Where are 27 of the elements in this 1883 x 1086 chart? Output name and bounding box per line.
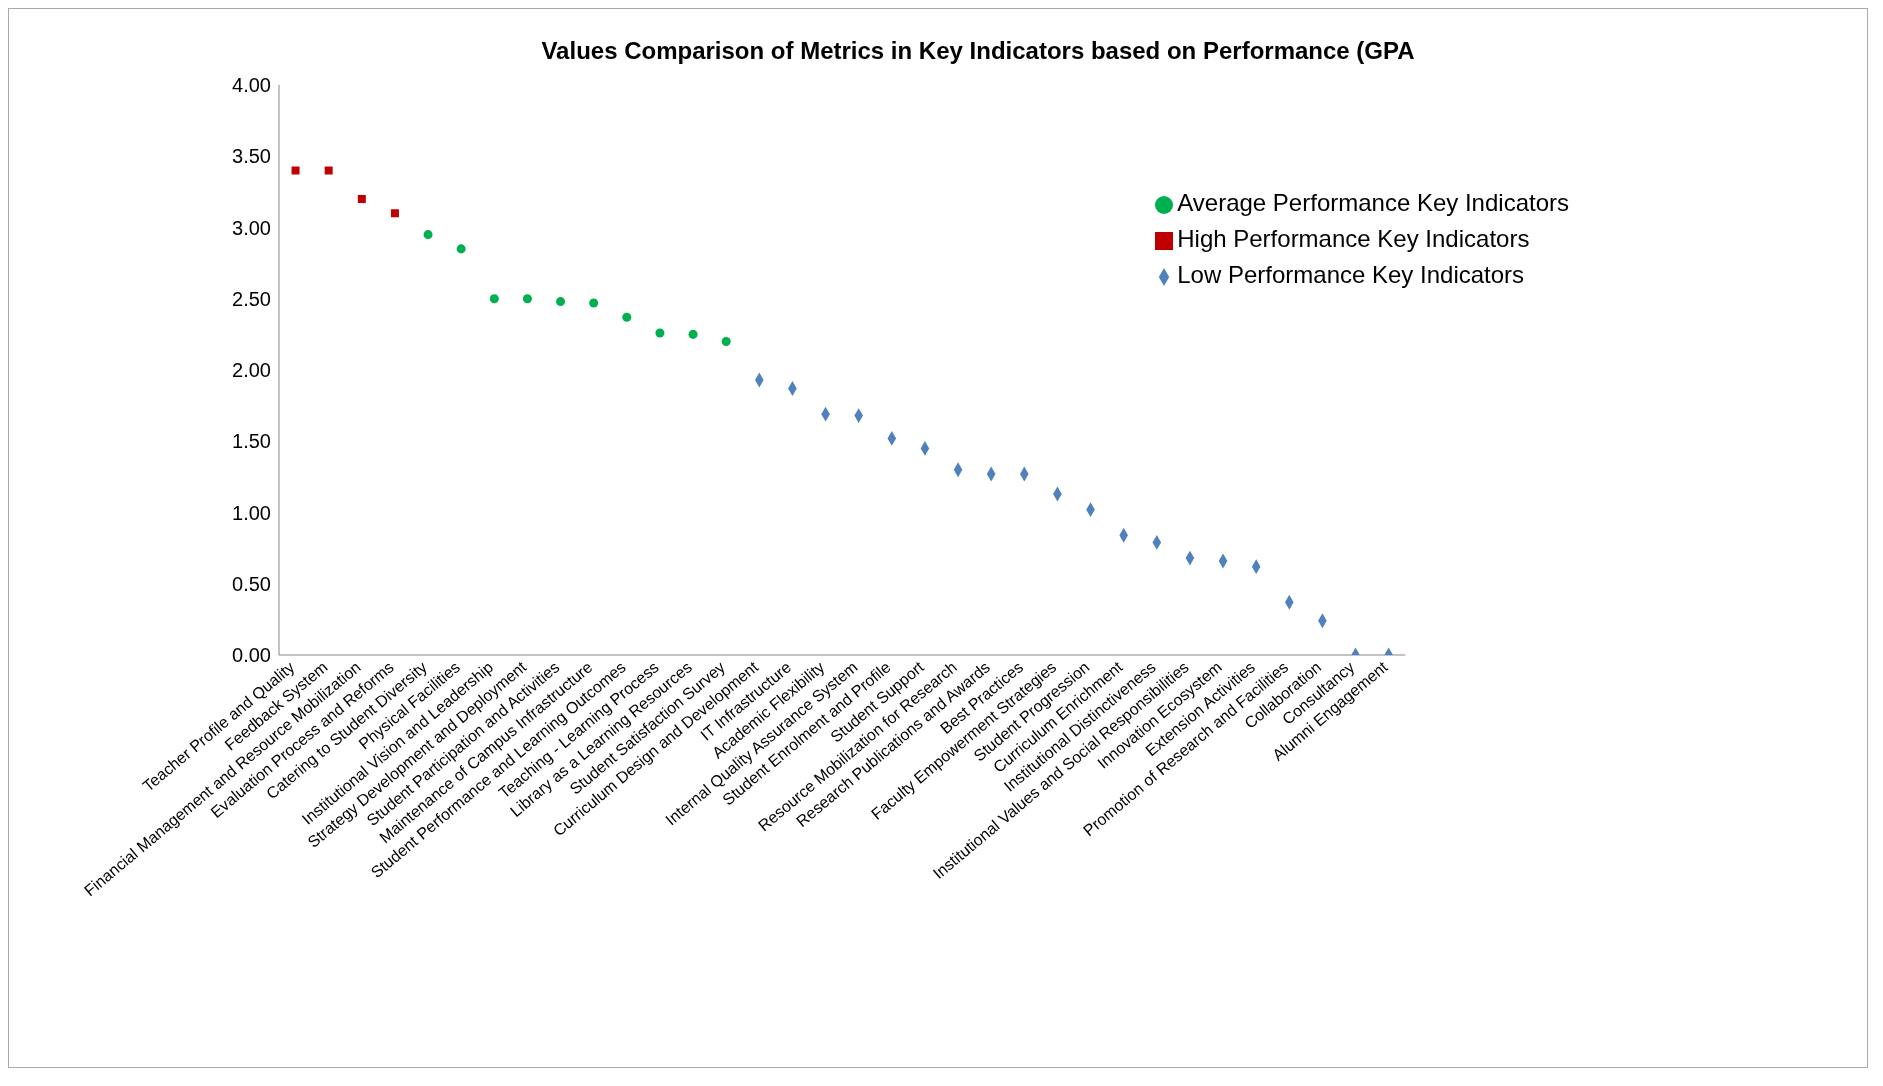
chart-title: Values Comparison of Metrics in Key Indicators based on Performance (GPA — [540, 36, 1416, 65]
y-tick-label: 0.00 — [232, 644, 271, 667]
point — [622, 312, 632, 322]
point — [489, 294, 499, 304]
legend-label: Low Performance Key Indicators — [1177, 261, 1525, 288]
point — [522, 294, 532, 304]
point — [655, 328, 665, 338]
point — [589, 298, 599, 308]
point — [324, 166, 333, 175]
legend-label: Average Performance Key Indicators — [1177, 189, 1569, 216]
point — [456, 244, 466, 254]
point — [423, 230, 433, 240]
y-tick-label: 3.50 — [232, 145, 271, 168]
y-tick-label: 4.00 — [232, 74, 271, 97]
point — [291, 166, 300, 175]
point — [390, 209, 399, 218]
point — [556, 297, 566, 307]
y-tick-label: 2.00 — [232, 359, 271, 382]
y-tick-label: 1.00 — [232, 501, 271, 524]
point — [357, 195, 366, 203]
y-tick-label: 1.50 — [232, 430, 271, 453]
y-tick-label: 2.50 — [232, 287, 271, 310]
point — [721, 336, 731, 347]
legend-label: High Performance Key Indicators — [1177, 225, 1530, 252]
y-tick-label: 3.00 — [232, 216, 271, 239]
y-tick-label: 0.50 — [232, 572, 271, 595]
point — [688, 329, 698, 339]
